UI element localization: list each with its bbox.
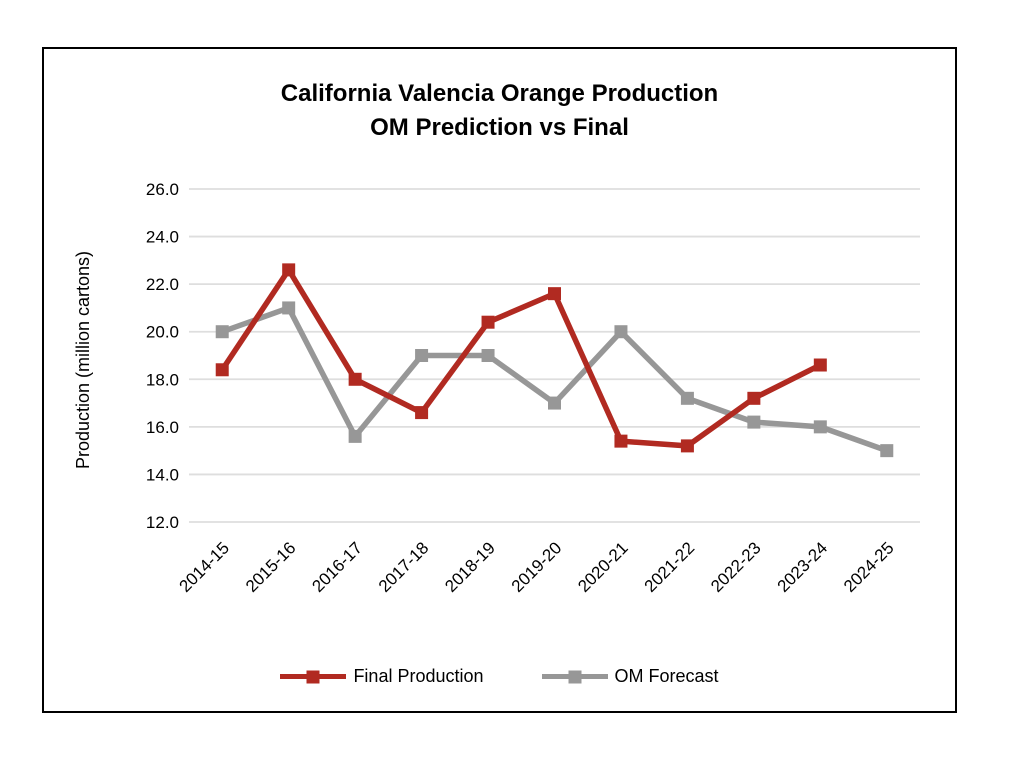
x-tick-label: 2023-24 [774,538,832,596]
om-forecast-marker-icon [568,670,582,683]
series-line [219,264,822,449]
x-tick-label: 2024-25 [840,538,898,596]
series-marker [282,301,296,315]
y-tick-label: 12.0 [146,513,179,532]
series-marker [215,363,229,377]
y-tick-label: 24.0 [146,228,179,247]
x-tick-label: 2021-22 [641,538,699,596]
x-tick-label: 2020-21 [574,538,632,596]
legend-label-final-production: Final Production [353,666,484,686]
y-axis-title: Production (million cartons) [73,250,93,470]
series-marker [548,287,561,301]
x-tick-label: 2022-23 [707,538,765,596]
chart-title: California Valencia Orange Production [280,80,719,107]
series-marker [880,444,894,458]
legend-label-om-forecast: OM Forecast [614,666,719,686]
y-tick-label: 18.0 [146,370,179,389]
x-tick-label: 2016-17 [308,538,366,596]
series-marker [415,406,429,420]
final-production-line-sample-icon [280,670,347,683]
series-marker [348,429,362,443]
om-forecast-line-sample-icon [541,670,608,683]
series-marker [481,349,495,362]
series-marker [747,415,761,429]
y-tick-label: 26.0 [146,180,179,199]
series-marker [481,315,495,329]
final-production-marker-icon [306,670,320,683]
series-marker [614,325,628,339]
y-tick-label: 22.0 [146,275,179,294]
series-marker [415,349,429,362]
series-marker [215,325,229,339]
x-tick-label: 2018-19 [441,538,499,596]
series-marker [548,396,561,410]
y-tick-label: 20.0 [146,323,179,342]
chart-frame: California Valencia Orange Production OM… [42,47,957,713]
series-marker [813,420,827,434]
series-marker [614,434,628,448]
series-marker [747,391,761,405]
series-marker [680,391,694,405]
x-tick-label: 2019-20 [508,538,566,596]
chart-subtitle: OM Prediction vs Final [370,114,629,141]
y-tick-label: 16.0 [146,418,179,437]
legend: Final Production OM Forecast [44,666,955,687]
y-tick-label: 14.0 [146,465,179,484]
series-marker [680,439,694,453]
legend-item-final-production: Final Production [280,666,484,687]
x-tick-label: 2015-16 [242,538,300,596]
series-marker [813,358,827,372]
legend-item-om-forecast: OM Forecast [541,666,719,687]
series-marker [348,372,362,386]
chart-title-block: California Valencia Orange Production OM… [44,77,955,145]
x-tick-label: 2017-18 [375,538,433,596]
series-marker [282,263,296,277]
x-tick-label: 2014-15 [176,538,234,596]
